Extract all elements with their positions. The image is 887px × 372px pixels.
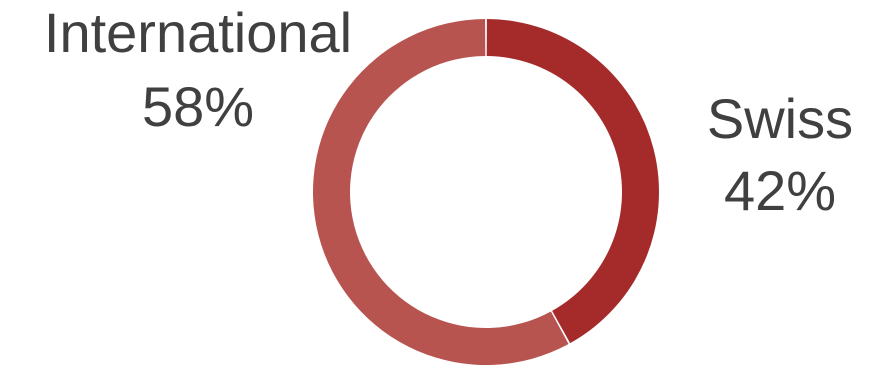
category-label-swiss: Swiss (707, 87, 853, 150)
value-label-international: 58% (142, 75, 254, 138)
value-label-swiss: 42% (724, 159, 836, 222)
labels-group: Swiss 42% International 58% (44, 1, 853, 222)
slice-international (313, 19, 569, 365)
slices-group (313, 19, 659, 365)
slice-swiss (486, 19, 659, 344)
category-label-international: International (44, 1, 352, 64)
